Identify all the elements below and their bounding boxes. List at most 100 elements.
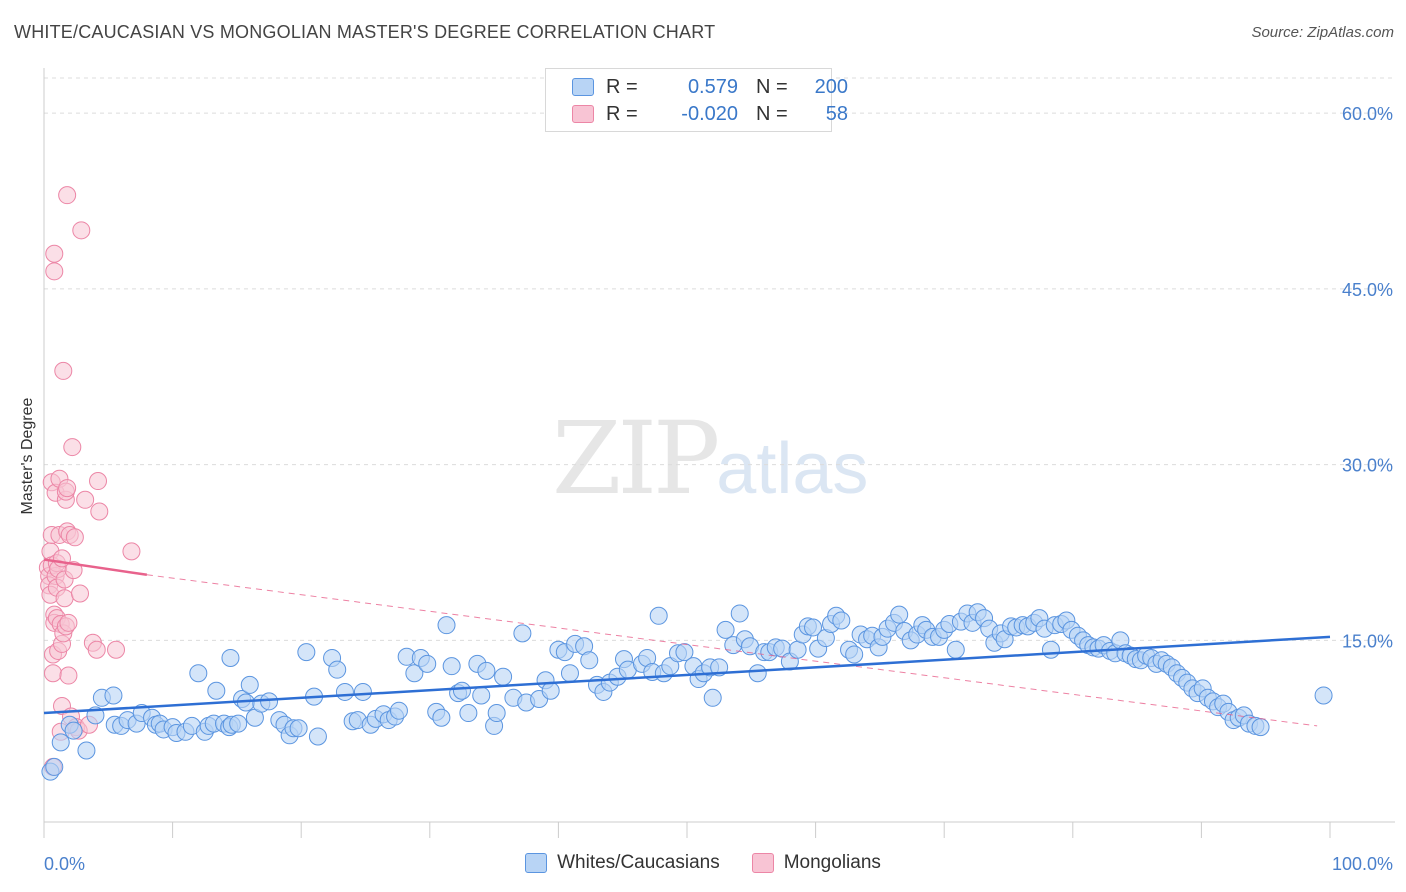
- mongolian-point: [65, 528, 84, 547]
- white-point: [260, 692, 279, 711]
- white-point: [788, 640, 807, 659]
- white-point: [459, 704, 478, 723]
- white-point: [45, 757, 64, 776]
- legend-swatch-mongolians: [572, 105, 594, 123]
- white-point: [845, 645, 864, 664]
- white-point: [560, 664, 579, 683]
- watermark: ZIPatlas: [552, 400, 868, 517]
- whites-points: [41, 603, 1333, 781]
- mongolian-point: [122, 542, 141, 561]
- white-point: [418, 654, 437, 673]
- white-point: [675, 643, 694, 662]
- legend-r-value: 0.579: [687, 75, 738, 98]
- white-point: [1314, 686, 1333, 705]
- x-tick-label: 100.0%: [1332, 854, 1393, 874]
- mongolian-point: [58, 186, 77, 205]
- white-point: [51, 733, 70, 752]
- y-axis-label: Master's Degree: [19, 397, 36, 515]
- mongolian-point: [71, 584, 90, 603]
- series-swatch-whites: [525, 853, 548, 873]
- mongolian-point: [44, 664, 63, 683]
- mongolian-point: [59, 666, 78, 685]
- legend-n-value: 200: [814, 75, 848, 98]
- series-legend-mongolians: Mongolians: [751, 852, 881, 874]
- white-point: [890, 605, 909, 624]
- white-point: [389, 701, 408, 720]
- series-swatch-mongolians: [751, 853, 774, 873]
- white-point: [308, 727, 327, 746]
- mongolians-points: [38, 186, 141, 776]
- legend-swatch-whites: [572, 78, 594, 96]
- grid-lines: [44, 77, 1395, 641]
- mongolian-point: [55, 589, 74, 608]
- y-tick-label: 45.0%: [1342, 280, 1393, 300]
- white-point: [513, 624, 532, 643]
- white-point: [494, 667, 513, 686]
- legend-r-label: R =: [606, 102, 638, 125]
- white-point: [649, 606, 668, 625]
- white-point: [716, 620, 735, 639]
- whites-trend-line: [43, 635, 1331, 715]
- white-point: [77, 741, 96, 760]
- series-legend-whites: Whites/Caucasians: [525, 852, 720, 874]
- white-point: [946, 640, 965, 659]
- legend-n-label: N =: [756, 102, 788, 125]
- white-point: [64, 721, 83, 740]
- legend-r-value: -0.020: [681, 102, 738, 125]
- legend-r-label: R =: [606, 75, 638, 98]
- white-point: [472, 686, 491, 705]
- white-point: [442, 657, 461, 676]
- chart-title: WHITE/CAUCASIAN VS MONGOLIAN MASTER'S DE…: [14, 22, 716, 42]
- white-point: [221, 648, 240, 667]
- white-point: [477, 661, 496, 680]
- white-point: [432, 708, 451, 727]
- white-point: [289, 719, 308, 738]
- mongolian-point: [64, 561, 83, 580]
- white-point: [229, 714, 248, 733]
- mongolian-point: [63, 438, 82, 457]
- white-point: [104, 686, 123, 705]
- white-point: [207, 681, 226, 700]
- white-point: [730, 604, 749, 623]
- legend-row-mongolians: R = -0.020 N = 58: [572, 101, 848, 127]
- white-point: [189, 664, 208, 683]
- x-tick-label: 0.0%: [44, 854, 85, 874]
- mongolian-point: [107, 640, 126, 659]
- white-point: [703, 688, 722, 707]
- watermark-zip: ZIP: [552, 400, 720, 517]
- mongolian-point: [58, 479, 77, 498]
- white-point: [832, 611, 851, 630]
- series-legend: Whites/Caucasians Mongolians: [0, 852, 1406, 874]
- white-point: [580, 651, 599, 670]
- series-label-mongolians: Mongolians: [783, 852, 881, 873]
- white-point: [405, 664, 424, 683]
- mongolian-point: [89, 472, 108, 491]
- white-point: [335, 682, 354, 701]
- tick-labels: 15.0% 30.0% 45.0% 60.0% 0.0% 100.0%: [44, 104, 1393, 874]
- legend-n-value: 58: [825, 102, 848, 125]
- chart-source: Source: ZipAtlas.com: [1251, 24, 1394, 41]
- mongolian-point: [59, 613, 78, 632]
- mongolian-point: [87, 640, 106, 659]
- legend-n-label: N =: [756, 75, 788, 98]
- white-point: [541, 681, 560, 700]
- white-point: [1251, 718, 1270, 737]
- y-tick-label: 60.0%: [1342, 104, 1393, 124]
- white-point: [748, 664, 767, 683]
- white-point: [240, 675, 259, 694]
- series-label-whites: Whites/Caucasians: [557, 852, 720, 873]
- white-point: [804, 618, 823, 637]
- white-point: [353, 682, 372, 701]
- white-point: [487, 704, 506, 723]
- trend-lines: [43, 558, 1331, 727]
- axes: [43, 68, 1395, 838]
- y-tick-label: 15.0%: [1342, 631, 1393, 651]
- white-point: [1041, 640, 1060, 659]
- watermark-atlas: atlas: [716, 429, 869, 509]
- white-point: [297, 643, 316, 662]
- mongolian-point: [54, 361, 73, 380]
- y-tick-label: 30.0%: [1342, 456, 1393, 476]
- correlation-legend: R = 0.579 N = 200 R = -0.020 N = 58: [545, 68, 848, 132]
- mongolian-point: [76, 490, 95, 509]
